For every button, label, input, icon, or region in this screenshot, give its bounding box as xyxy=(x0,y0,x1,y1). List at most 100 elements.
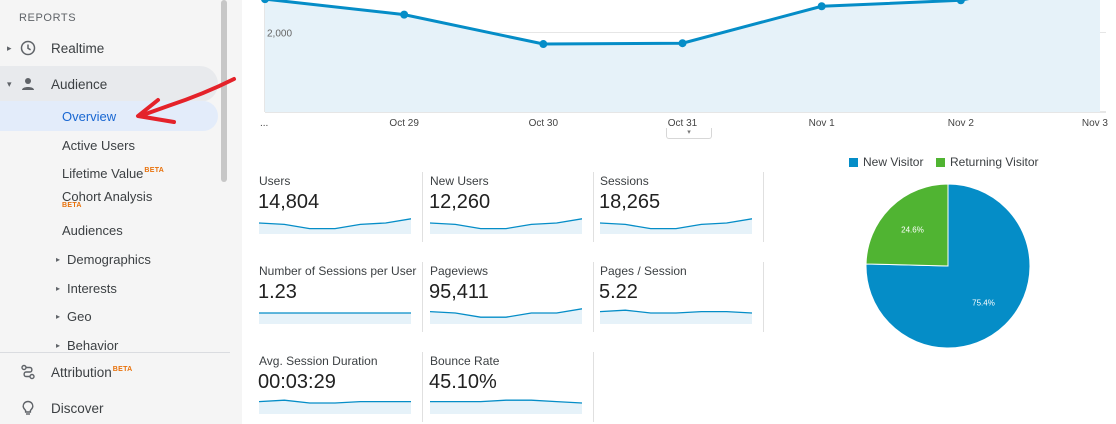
sparkline-area xyxy=(430,308,582,324)
sidebar-item-label: Lifetime ValueBETA xyxy=(62,166,164,181)
sidebar-item-active-users[interactable]: Active Users xyxy=(0,131,218,159)
sidebar-item-realtime[interactable]: ▸ Realtime xyxy=(0,32,218,64)
caret-right-icon[interactable]: ▸ xyxy=(56,254,61,264)
sidebar-item-behavior[interactable]: ▸ Behavior xyxy=(0,331,218,359)
sparkline-area xyxy=(259,218,411,234)
sidebar-item-overview[interactable]: Overview xyxy=(0,101,218,131)
sidebar-item-label: Discover xyxy=(51,400,104,416)
sparkline-area xyxy=(600,218,752,234)
metric-card[interactable]: Users 14,804 xyxy=(255,172,423,242)
sparkline-line xyxy=(600,218,752,230)
sparkline-line xyxy=(259,399,411,404)
metric-sparkline xyxy=(259,312,411,324)
visitor-pie-chart[interactable]: 75.4% 24.6% xyxy=(864,182,1032,350)
attribution-text: Attribution xyxy=(51,364,112,380)
metric-sparkline xyxy=(259,399,411,414)
line-chart-point[interactable] xyxy=(539,40,548,49)
sparkline-line xyxy=(430,308,582,318)
lightbulb-icon xyxy=(22,400,34,415)
sidebar-item-geo[interactable]: ▸ Geo xyxy=(0,302,218,330)
pie-slice-label: 75.4% xyxy=(972,298,995,307)
metric-sparkline xyxy=(259,218,411,234)
y-tick-label: 2,000 xyxy=(267,29,292,40)
legend-returning-visitor[interactable]: Returning Visitor xyxy=(936,155,1039,169)
metric-card[interactable]: Bounce Rate 45.10% xyxy=(426,352,594,422)
metric-card[interactable]: Sessions 18,265 xyxy=(596,172,764,242)
metric-card[interactable]: Number of Sessions per User 1.23 xyxy=(255,262,423,332)
sidebar-item-label: Geo xyxy=(67,308,92,324)
metric-label: New Users xyxy=(430,174,489,188)
sidebar-item-audience[interactable]: ▾ Audience xyxy=(0,66,218,102)
metric-label: Pageviews xyxy=(430,264,489,278)
metric-card[interactable]: Pageviews 95,411 xyxy=(426,262,594,332)
metric-value: 00:03:29 xyxy=(258,371,336,393)
sidebar-item-attribution[interactable]: AttributionBETA xyxy=(0,356,218,388)
metric-card[interactable]: New Users 12,260 xyxy=(426,172,594,242)
metric-label: Avg. Session Duration xyxy=(259,354,378,368)
sidebar-item-label: Interests xyxy=(67,280,117,296)
sparkline-line xyxy=(259,218,411,230)
metric-card[interactable]: Avg. Session Duration 00:03:29 xyxy=(255,352,423,422)
sidebar-item-label: Cohort Analysis xyxy=(62,189,153,204)
caret-down-icon[interactable]: ▾ xyxy=(7,78,12,89)
chart-expander-toggle[interactable]: ▾ xyxy=(666,128,712,139)
metric-value: 45.10% xyxy=(429,371,497,393)
sparkline-line xyxy=(430,218,582,230)
sidebar-item-audiences[interactable]: Audiences xyxy=(0,216,218,244)
sidebar-item-label: AttributionBETA xyxy=(51,365,133,380)
metric-value: 1.23 xyxy=(258,281,297,303)
x-tick-label: Oct 30 xyxy=(529,118,559,129)
line-chart-point[interactable] xyxy=(261,0,269,4)
line-chart-point[interactable] xyxy=(678,39,687,48)
beta-badge: BETA xyxy=(62,202,82,209)
x-tick-label: Oct 31 xyxy=(668,118,698,129)
line-chart-point[interactable] xyxy=(817,2,826,11)
person-icon xyxy=(22,78,34,90)
line-chart-point[interactable] xyxy=(956,0,965,5)
sidebar-item-label: Audiences xyxy=(62,222,123,238)
pie-slice-new-visitor[interactable] xyxy=(865,183,1031,349)
caret-right-icon[interactable]: ▸ xyxy=(56,340,61,350)
sidebar-item-interests[interactable]: ▸ Interests xyxy=(0,274,218,302)
sidebar-item-label: Demographics xyxy=(67,251,151,267)
metric-value: 18,265 xyxy=(599,191,661,213)
legend-new-visitor[interactable]: New Visitor xyxy=(849,155,923,169)
metric-card[interactable]: Pages / Session 5.22 xyxy=(596,262,764,332)
sidebar-item-label: Active Users xyxy=(62,137,135,153)
line-chart-point[interactable] xyxy=(400,10,409,19)
x-tick-label: Nov 2 xyxy=(948,118,975,129)
lifetime-value-text: Lifetime Value xyxy=(62,165,144,181)
red-arrow-icon xyxy=(136,77,236,124)
sidebar-item-cohort-analysis[interactable]: Cohort Analysis BETA xyxy=(0,184,218,214)
clock-icon xyxy=(20,40,36,56)
sidebar-item-demographics[interactable]: ▸ Demographics xyxy=(0,245,218,273)
beta-badge: BETA xyxy=(112,365,133,373)
pie-slice-label: 24.6% xyxy=(901,226,924,235)
sparkline-area xyxy=(259,400,411,414)
sidebar-item-label: Realtime xyxy=(51,40,105,56)
pie-slice-returning-visitor[interactable] xyxy=(865,183,949,267)
metric-sparkline xyxy=(430,308,582,324)
sidebar-item-label: Overview xyxy=(62,108,117,124)
sparkline-area xyxy=(430,218,582,234)
x-tick-label: Nov 3 xyxy=(1082,118,1109,129)
caret-right-icon[interactable]: ▸ xyxy=(56,283,61,293)
sidebar-scrollbar[interactable] xyxy=(221,0,227,182)
metric-label: Pages / Session xyxy=(600,264,687,278)
metric-value: 14,804 xyxy=(258,191,320,213)
legend-swatch xyxy=(936,157,945,167)
sparkline-line xyxy=(600,309,752,314)
metric-value: 5.22 xyxy=(599,281,638,303)
x-tick-label: Nov 1 xyxy=(809,118,836,129)
sidebar-item-label: Audience xyxy=(51,76,108,92)
sidebar-item-discover[interactable]: Discover xyxy=(0,392,218,424)
caret-right-icon[interactable]: ▸ xyxy=(56,311,61,321)
caret-right-icon[interactable]: ▸ xyxy=(7,42,12,53)
legend-label: Returning Visitor xyxy=(950,155,1039,169)
sparkline-line xyxy=(430,399,582,404)
legend-label: New Visitor xyxy=(863,155,924,169)
metric-sparkline xyxy=(430,399,582,414)
sidebar-item-lifetime-value[interactable]: Lifetime ValueBETA xyxy=(0,159,218,187)
